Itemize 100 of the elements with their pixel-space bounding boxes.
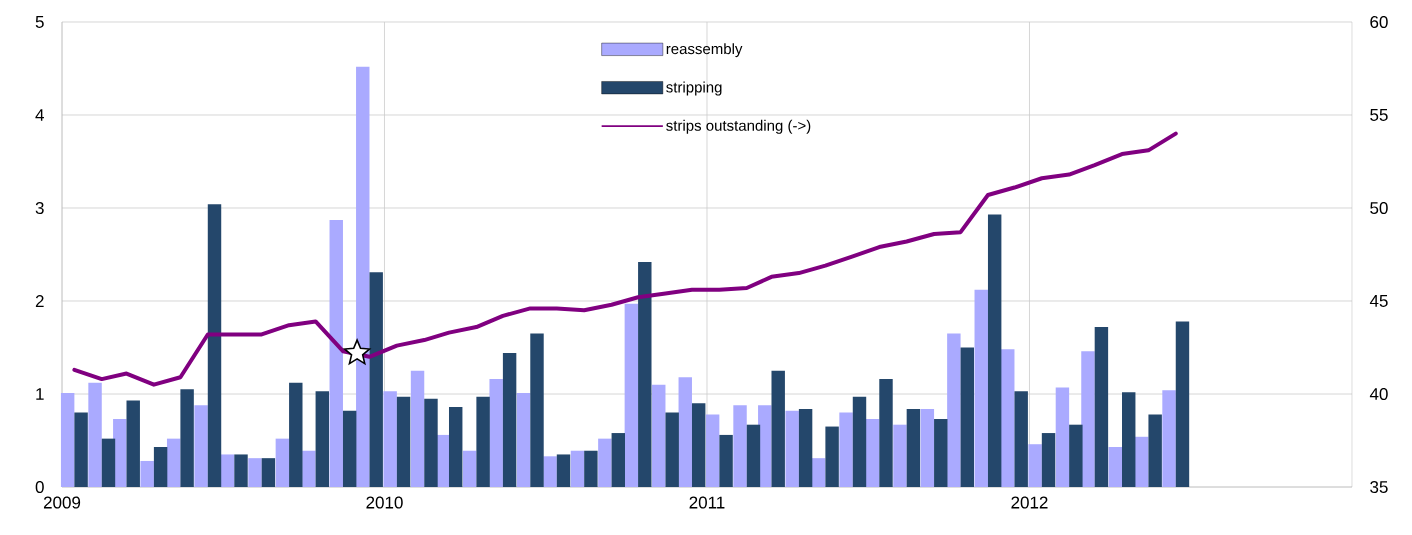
bar (865, 419, 880, 487)
y2-tick-label: 35 (1370, 480, 1388, 494)
bar (476, 396, 490, 487)
x-tick-label: 2011 (689, 496, 725, 509)
bar (638, 261, 652, 487)
bar (101, 438, 116, 487)
bar (678, 377, 692, 487)
bar (1041, 433, 1056, 487)
bar (1148, 414, 1162, 487)
bar (74, 412, 88, 487)
y-tick-label: 2 (35, 295, 44, 307)
bar (785, 410, 799, 487)
bar (462, 450, 477, 487)
bar (719, 434, 733, 487)
bar (369, 272, 383, 487)
bar (1014, 391, 1028, 487)
bar (920, 408, 935, 487)
bar (289, 382, 303, 487)
bar (1135, 436, 1149, 487)
bar (665, 412, 679, 487)
bar (798, 408, 813, 487)
bar (424, 398, 438, 487)
bar (934, 419, 948, 487)
bar (153, 447, 168, 487)
y-tick-label: 0 (35, 480, 44, 494)
bar (502, 353, 517, 487)
bar (1001, 349, 1015, 487)
y2-tick-label: 45 (1369, 295, 1388, 307)
bar (570, 450, 585, 487)
bar (275, 438, 290, 487)
y2-tick-label: 55 (1370, 109, 1388, 121)
legend-label: reassembly (666, 43, 743, 58)
bar (974, 289, 988, 487)
bar (1175, 321, 1190, 487)
bar (220, 454, 235, 487)
bar (1055, 387, 1070, 487)
bar (1069, 424, 1083, 487)
legend-label: stripping (666, 81, 722, 96)
bar (852, 396, 867, 487)
bar (1162, 390, 1176, 487)
bar (180, 389, 194, 487)
x-tick-label: 2012 (1011, 496, 1048, 509)
x-tick-label: 2010 (366, 496, 403, 509)
bar (88, 382, 102, 487)
bar (248, 458, 262, 487)
bar (329, 220, 343, 487)
bar (771, 370, 785, 487)
x-tick-label: 2009 (43, 496, 81, 509)
bar (489, 379, 503, 487)
bar (839, 412, 853, 487)
bar (811, 458, 826, 487)
bar (1094, 327, 1109, 487)
y-tick-label: 3 (35, 201, 44, 215)
bar (543, 456, 557, 487)
y-tick-label: 4 (35, 109, 44, 121)
bar (1081, 351, 1095, 487)
bar (947, 333, 961, 487)
bar (987, 214, 1002, 487)
bar (691, 403, 706, 487)
bar (556, 454, 571, 487)
bar (302, 450, 316, 487)
y2-tick-label: 50 (1370, 201, 1388, 215)
y-tick-label: 1 (36, 388, 44, 400)
y2-tick-label: 60 (1370, 15, 1388, 29)
bar (194, 405, 208, 487)
bar (825, 426, 839, 487)
bar (113, 419, 127, 487)
bar (126, 400, 140, 487)
bar (624, 303, 639, 487)
bar (1108, 447, 1122, 487)
bar (1122, 392, 1136, 487)
bar (960, 347, 974, 487)
bar (448, 407, 463, 487)
bar (261, 458, 276, 487)
bar (60, 393, 75, 487)
bar (356, 66, 370, 487)
bar (705, 414, 720, 487)
bar (530, 333, 544, 487)
bar (879, 379, 893, 487)
bar (652, 384, 666, 487)
bar (410, 370, 425, 487)
bar (342, 410, 357, 487)
bar (396, 396, 411, 487)
bar (383, 391, 397, 487)
y-tick-label: 5 (35, 16, 44, 28)
bar (746, 424, 761, 487)
legend-label: strips outstanding (->) (666, 119, 811, 134)
bar (598, 438, 612, 487)
bar (1028, 444, 1042, 487)
bar (611, 433, 625, 487)
bar (315, 391, 330, 487)
bar (516, 393, 531, 487)
bar (166, 438, 181, 487)
bar (207, 204, 222, 487)
bar (140, 460, 154, 487)
bar (733, 405, 747, 487)
bar (584, 450, 598, 487)
bar (893, 424, 907, 487)
bar (906, 408, 921, 487)
y2-tick-label: 40 (1369, 387, 1388, 401)
